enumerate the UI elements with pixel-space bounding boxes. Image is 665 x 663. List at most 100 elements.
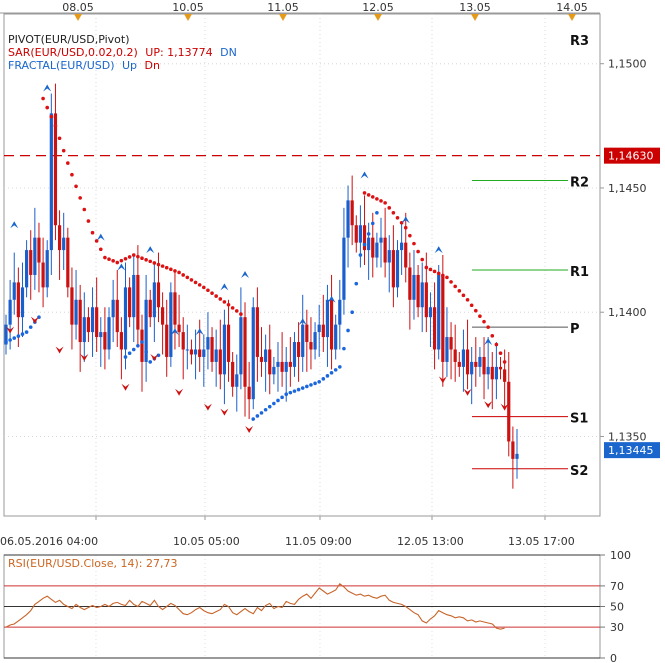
candle-body [334,324,338,350]
sar-dot-up [317,380,321,384]
candle-body [424,282,428,318]
sar-dot-up [337,365,342,369]
candle-body [144,299,148,362]
sar-dot-up [350,310,354,315]
sar-dot-down [441,273,445,278]
sar-dot-up [366,232,371,236]
sar-dot-down [210,291,214,295]
candle-body [185,349,189,351]
fractal-down-marker [121,383,130,391]
candle-body [251,307,255,400]
candle-body [103,332,107,350]
sar-dot-up [24,330,29,334]
pivot-level-label: R1 [570,265,589,280]
candle-body [222,324,227,375]
sar-dot-down [74,184,78,189]
candle-body [498,366,503,370]
candle-body [148,299,152,318]
pivot-level-label: S1 [570,412,588,427]
candle-body [264,349,268,362]
sar-dot-down [408,233,412,238]
candle-body [503,369,507,382]
price-tick-label: 1,1400 [608,306,647,319]
fractal-up-marker [327,295,336,303]
sar-dot-up [292,389,297,393]
pivot-level-label: R2 [570,176,589,191]
sar-dot-down [202,285,206,290]
sar-dot-down [214,294,218,298]
sar-dot-down [230,306,235,310]
candle-body [354,225,358,243]
sar-dot-down [86,219,91,223]
sar-dot-up [296,387,301,392]
sar-dot-down [399,220,404,225]
event-marker-icon [374,14,382,21]
sar-dot-up [136,343,140,348]
sar-dot-up [280,395,284,400]
indicator-pivot: PIVOT(EUR/USD,Pivot) [8,33,134,47]
price-label-box [604,442,660,459]
sar-dot-down [61,148,66,153]
sar-dot-up [313,381,317,386]
event-marker-icon [279,14,287,21]
sar-dot-up [300,386,305,390]
sar-dot-down [366,193,371,197]
sar-dot-up [329,371,334,375]
candle-body [371,237,375,258]
sar-dot-down [169,267,173,272]
candle-body [490,366,494,380]
fractal-down-marker [80,353,89,361]
sar-dot-down [53,124,58,128]
sar-dot-up [346,328,350,333]
sar-dot-up [305,384,309,389]
fractal-up-marker [10,221,19,229]
candle-body [383,237,387,263]
candle-body [494,366,498,380]
candle-body [288,361,292,367]
sar-dot-up [28,325,33,329]
candle-body [165,324,169,357]
candle-body [119,332,123,350]
candle-body [404,242,408,268]
sar-dot-down [395,215,400,220]
sar-dot-down [420,257,425,262]
pivot-level-label: P [570,322,580,337]
sar-dot-down [424,265,429,270]
fractal-up-marker [434,246,443,254]
sar-dot-down [206,288,210,293]
candle-body [379,237,383,243]
sar-dot-up [321,377,326,381]
rsi-tick-label: 0 [610,652,617,663]
sar-dot-up [375,211,379,215]
candle-body [226,324,231,362]
sar-dot-down [107,257,111,262]
candle-body [160,307,165,325]
rsi-line [5,583,505,630]
price-tick-label: 1,1450 [608,182,647,195]
candle-body [305,324,309,343]
sar-dot-down [156,262,161,267]
sar-dot-up [148,360,153,364]
candle-body [152,282,156,318]
sar-dot-down [469,303,474,308]
event-date-label: 12.05 [362,1,394,14]
candle-body [169,292,173,357]
sar-dot-down [383,201,387,205]
sar-dot-down [127,255,132,259]
candle-body [8,299,12,325]
event-date-label: 10.05 [172,1,204,14]
candle-body [66,237,70,288]
candle-body [441,274,445,362]
candle-body [362,225,367,251]
sar-dot-up [16,334,21,338]
candle-body [255,307,259,357]
fractal-up-marker [96,233,105,241]
fractal-up-marker [146,246,155,254]
indicator-sar-label: SAR(EUR/USD,0.02,0.2) [8,46,138,59]
candle-body [239,317,243,375]
candle-body [321,324,325,338]
price-panel [3,13,601,517]
event-date-label: 08.05 [62,1,94,14]
sar-dot-down [449,280,453,284]
sar-dot-down [160,264,165,268]
